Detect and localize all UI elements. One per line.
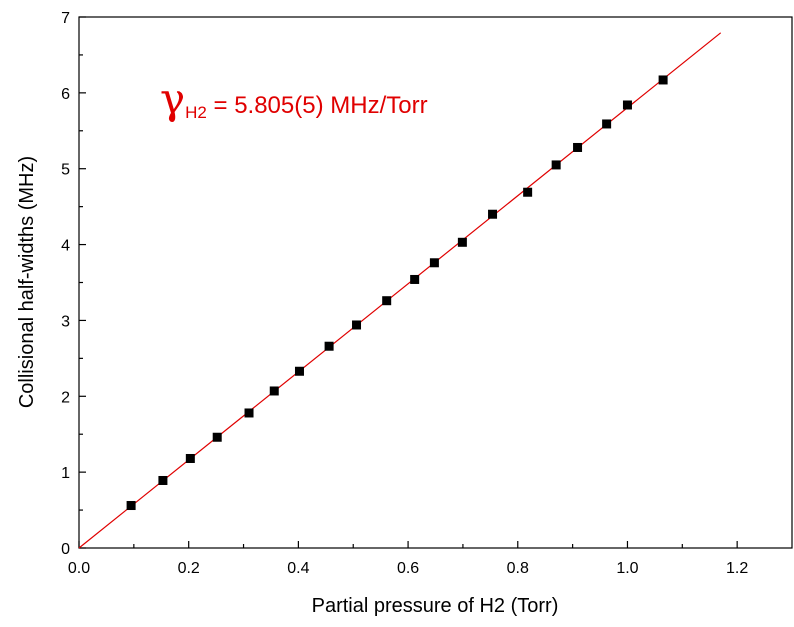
y-tick-label: 2 bbox=[61, 389, 70, 406]
x-tick-label: 0.2 bbox=[178, 560, 200, 577]
data-point bbox=[126, 501, 136, 511]
data-points bbox=[126, 75, 668, 511]
data-point bbox=[382, 296, 392, 306]
data-point bbox=[488, 209, 498, 219]
data-point bbox=[158, 475, 168, 485]
y-tick-label: 4 bbox=[61, 238, 70, 255]
x-tick-label: 0.8 bbox=[507, 560, 529, 577]
data-point bbox=[602, 119, 612, 129]
y-tick-label: 5 bbox=[61, 162, 70, 179]
data-point bbox=[352, 320, 362, 330]
axis-ticks: 0.0 0.2 0.4 0.6 0.8 1.0 1.2 0 1 2 3 4 5 6 7 bbox=[61, 10, 748, 577]
y-axis-label: Collisional half-widths (MHz) bbox=[16, 156, 38, 408]
x-tick-label: 0.0 bbox=[68, 560, 90, 577]
y-tick-label: 1 bbox=[61, 465, 70, 482]
x-tick-label: 0.6 bbox=[397, 560, 419, 577]
data-point bbox=[185, 453, 195, 463]
y-tick-label: 0 bbox=[61, 541, 70, 558]
data-point bbox=[622, 100, 632, 110]
data-point bbox=[457, 237, 467, 247]
x-tick-label: 0.4 bbox=[287, 560, 309, 577]
data-point bbox=[410, 274, 420, 284]
x-tick-label: 1.0 bbox=[616, 560, 638, 577]
x-axis-label: Partial pressure of H2 (Torr) bbox=[312, 595, 559, 617]
data-point bbox=[212, 432, 222, 442]
y-tick-label: 3 bbox=[61, 313, 70, 330]
annotation-text: = 5.805(5) MHz/Torr bbox=[207, 92, 428, 119]
x-tick-label: 1.2 bbox=[726, 560, 748, 577]
plot-frame bbox=[78, 16, 793, 549]
data-point bbox=[658, 75, 668, 85]
data-point bbox=[324, 341, 334, 351]
gamma-symbol: γ bbox=[160, 74, 185, 123]
data-point bbox=[244, 408, 254, 418]
data-point bbox=[294, 366, 304, 376]
data-point bbox=[429, 258, 439, 268]
data-point bbox=[551, 160, 561, 170]
data-point bbox=[523, 187, 533, 197]
fit-annotation: γH2 = 5.805(5) MHz/Torr bbox=[160, 74, 428, 123]
data-point bbox=[573, 142, 583, 152]
y-tick-label: 6 bbox=[61, 86, 70, 103]
gamma-subscript: H2 bbox=[185, 103, 207, 122]
y-tick-label: 7 bbox=[61, 10, 70, 27]
data-point bbox=[269, 386, 279, 396]
